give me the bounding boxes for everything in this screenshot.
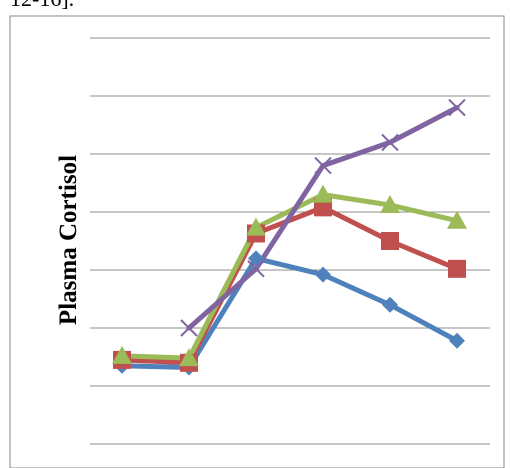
data-point-s4-6 [448,98,466,117]
data-point-s4-5 [381,133,399,152]
data-point-s4-3 [247,260,265,278]
data-point-s4-4 [314,156,332,175]
data-point-s3-6 [447,210,467,229]
data-point-s3-4 [313,184,333,203]
data-point-s2-5 [381,232,399,250]
data-point-s1-3 [248,250,264,267]
caption-fragment: 12-16]. [10,0,74,11]
data-point-s3-1 [112,345,132,364]
data-point-s2-4 [314,198,332,217]
data-point-s1-5 [382,296,398,313]
data-point-s2-6 [448,259,466,278]
data-point-s3-5 [380,195,400,214]
data-point-s1-4 [315,266,331,283]
data-point-s4-2 [180,319,198,337]
data-markers [112,98,467,376]
series-line-3 [119,192,460,361]
data-point-s3-3 [246,217,266,236]
series-line-1 [119,255,460,370]
y-axis-label: Plasma Cortisol [55,155,82,325]
data-point-s1-6 [449,332,465,349]
data-point-s3-2 [179,348,199,367]
